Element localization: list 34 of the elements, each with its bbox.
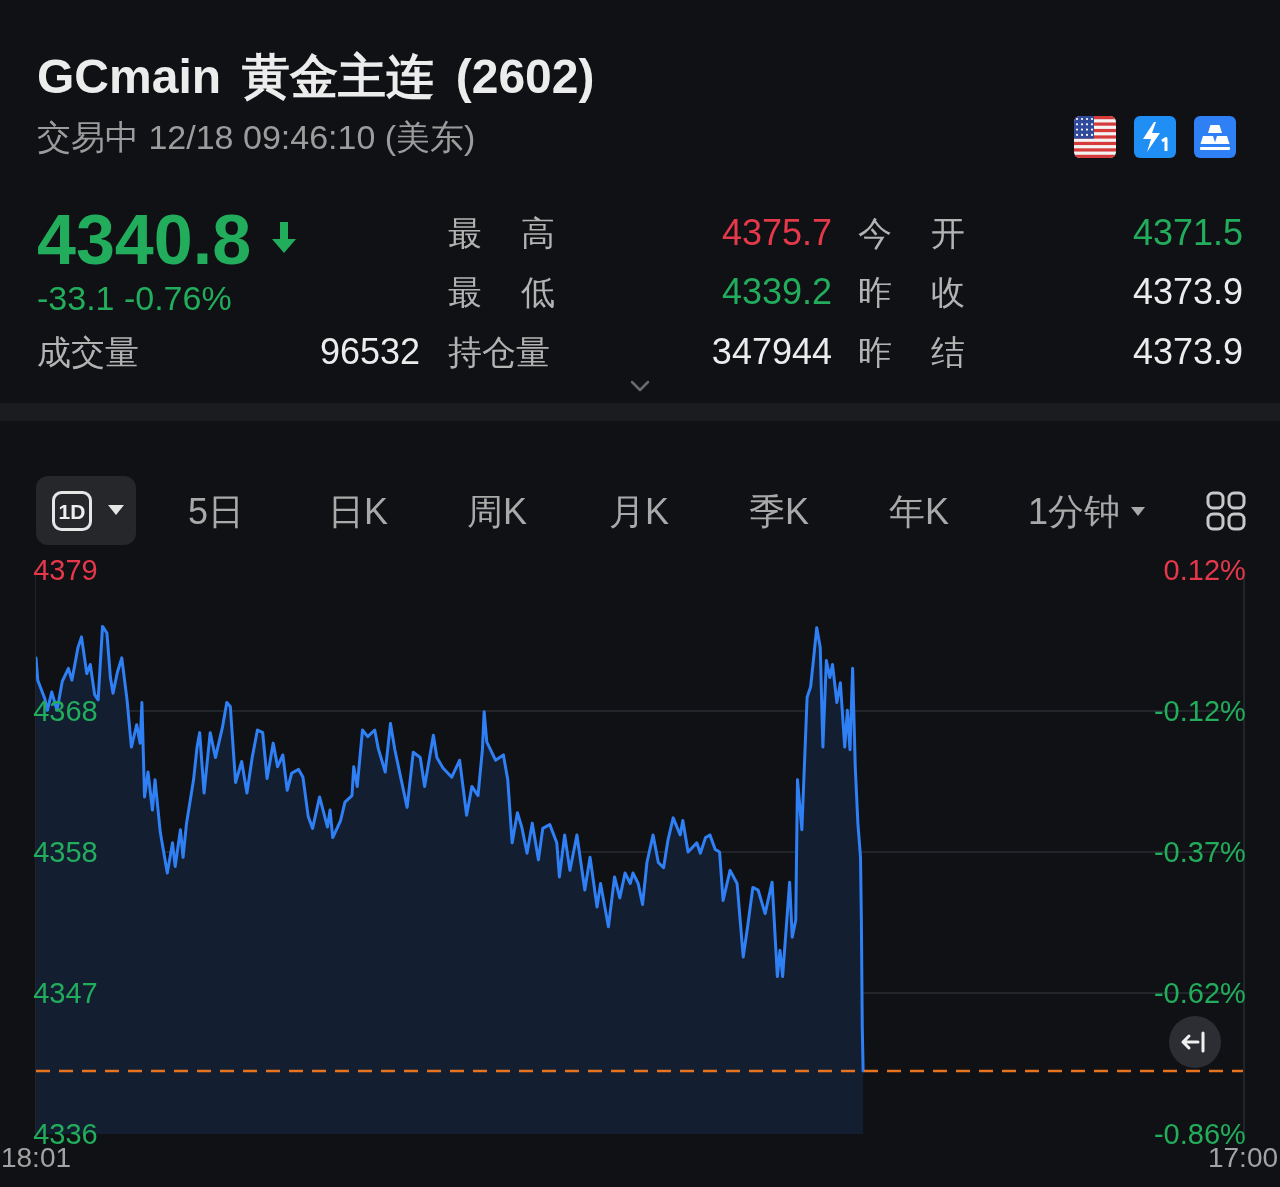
y-tick-label: 4379: [33, 554, 98, 587]
dropdown-button: 1D: [36, 476, 136, 545]
text: 昨 结: [858, 332, 966, 373]
chart-subtitle: 交易中 12/18 09:46:10 (美东): [37, 117, 476, 158]
text: 4339.2: [721, 270, 832, 313]
y2-tick-label: -0.37%: [1153, 836, 1246, 869]
text: 季K: [748, 490, 810, 533]
text: 今 开: [858, 213, 966, 254]
text: 日K: [327, 490, 389, 533]
y-tick-label: 4347: [33, 977, 98, 1010]
text: 年K: [888, 490, 950, 533]
y2-tick-label: 0.12%: [1163, 554, 1246, 587]
y2-tick-label: -0.62%: [1153, 977, 1246, 1010]
text: 1分钟: [1027, 490, 1121, 533]
text: 4340.8: [37, 200, 252, 281]
text: 最 高: [448, 213, 556, 254]
text: 4373.9: [1132, 270, 1243, 313]
text: 4373.9: [1132, 330, 1243, 373]
y2-tick-label: -0.12%: [1153, 695, 1246, 728]
text: 成交量: [37, 332, 139, 373]
text: 96532: [319, 330, 420, 373]
y-tick-label: 4358: [33, 836, 98, 869]
text: 昨 收: [858, 272, 966, 313]
text: 周K: [466, 490, 528, 533]
text: -33.1 -0.76%: [37, 278, 232, 319]
text: 4371.5: [1132, 211, 1243, 254]
text: 最 低: [448, 272, 556, 313]
text: 5日: [187, 490, 245, 533]
text: 4375.7: [721, 211, 832, 254]
text: 347944: [711, 330, 832, 373]
y-tick-label: 4368: [33, 695, 98, 728]
chart-title: GCmain 黄金主连 (2602): [37, 49, 595, 105]
text: 持仓量: [448, 332, 550, 373]
text: 月K: [608, 490, 670, 533]
